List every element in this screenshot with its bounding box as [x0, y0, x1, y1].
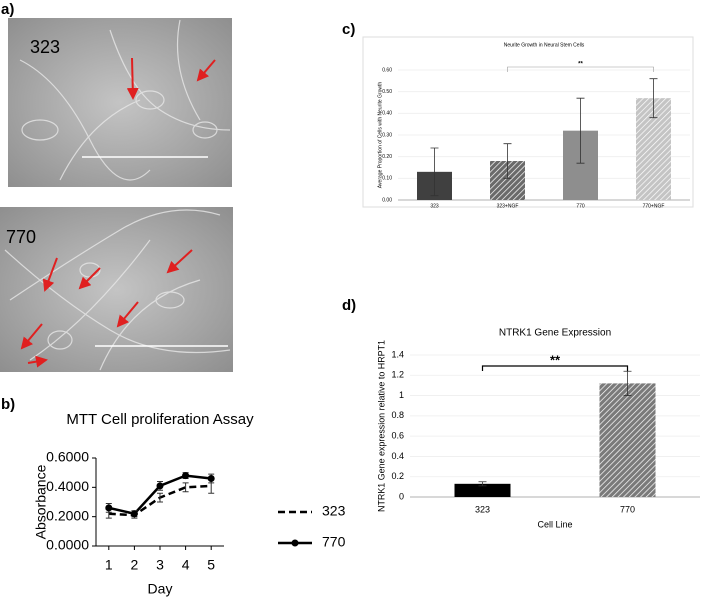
micrograph-label: 323: [30, 37, 60, 57]
significance-label: **: [550, 352, 561, 367]
bar: [599, 383, 656, 497]
significance-bracket: [481, 365, 629, 371]
error-bar: [649, 78, 658, 119]
y-tick-label: 0.20: [382, 154, 392, 160]
point: [207, 475, 215, 483]
x-tick-label: 323: [475, 504, 490, 514]
x-tick-label: 3: [156, 557, 164, 573]
chart-title: MTT Cell proliferation Assay: [66, 411, 254, 428]
y-tick-label: 0.8: [391, 410, 404, 420]
error-bar: [576, 97, 585, 164]
point: [105, 504, 113, 512]
x-tick-label: 4: [182, 557, 190, 573]
y-axis-label: Average Proportion of Cells with Neurite…: [377, 82, 383, 189]
y-tick-label: 0.60: [382, 67, 392, 73]
chart-title: Neurite Growth in Neural Stem Cells: [504, 42, 585, 48]
x-tick-label: 770: [576, 203, 585, 209]
panel-label: c): [342, 21, 355, 38]
y-tick-label: 0.0000: [46, 537, 89, 553]
chart-frame: [362, 36, 694, 208]
y-tick-label: 0.00: [382, 197, 392, 203]
x-tick-label: 770: [620, 504, 635, 514]
panel-label: d): [342, 297, 356, 314]
panel-label: b): [1, 396, 15, 413]
y-tick-label: 0.4000: [46, 478, 89, 494]
y-tick-label: 1.4: [391, 349, 404, 359]
x-axis-label: Cell Line: [537, 519, 572, 529]
y-tick-label: 0.30: [382, 132, 392, 138]
y-tick-label: 1.2: [391, 370, 404, 380]
y-tick-label: 0.4: [391, 451, 404, 461]
chart-title: NTRK1 Gene Expression: [499, 328, 611, 339]
point: [130, 510, 138, 518]
y-tick-label: 0.6: [391, 431, 404, 441]
y-axis-label: NTRK1 Gene expression relative to HRPT1: [376, 340, 386, 512]
y-tick-label: 0: [399, 491, 404, 501]
error-bar: [478, 481, 487, 487]
significance-label: **: [578, 62, 583, 68]
error-bar: [503, 143, 512, 179]
panel-label: a): [1, 1, 14, 18]
x-tick-label: 770+NGF: [643, 203, 665, 209]
y-tick-label: 0.10: [382, 176, 392, 182]
y-tick-label: 0.2000: [46, 507, 89, 523]
y-tick-label: 0.40: [382, 111, 392, 117]
x-tick-label: 323: [430, 203, 439, 209]
error-bar: [182, 482, 189, 493]
legend-swatch: [291, 539, 299, 547]
x-tick-label: 5: [207, 557, 215, 573]
error-bar: [623, 370, 632, 396]
point: [156, 482, 164, 490]
y-tick-label: 0.6000: [46, 449, 89, 465]
micrograph-770: [0, 207, 233, 372]
micrograph-label: 770: [6, 227, 36, 247]
legend-label: 323: [322, 503, 346, 519]
x-tick-label: 1: [105, 557, 113, 573]
error-bar: [430, 147, 439, 197]
micrograph-323: [8, 18, 232, 187]
x-tick-label: 323+NGF: [497, 203, 519, 209]
legend-label: 770: [322, 534, 346, 550]
x-tick-label: 2: [131, 557, 139, 573]
y-tick-label: 0.2: [391, 471, 404, 481]
point: [182, 472, 190, 480]
y-tick-label: 0.50: [382, 89, 392, 95]
y-tick-label: 1: [399, 390, 404, 400]
bar: [454, 483, 511, 497]
y-axis-label: Absorbance: [33, 464, 49, 539]
error-bar: [157, 492, 163, 503]
x-axis-label: Day: [148, 581, 173, 597]
significance-bracket: [507, 66, 654, 72]
